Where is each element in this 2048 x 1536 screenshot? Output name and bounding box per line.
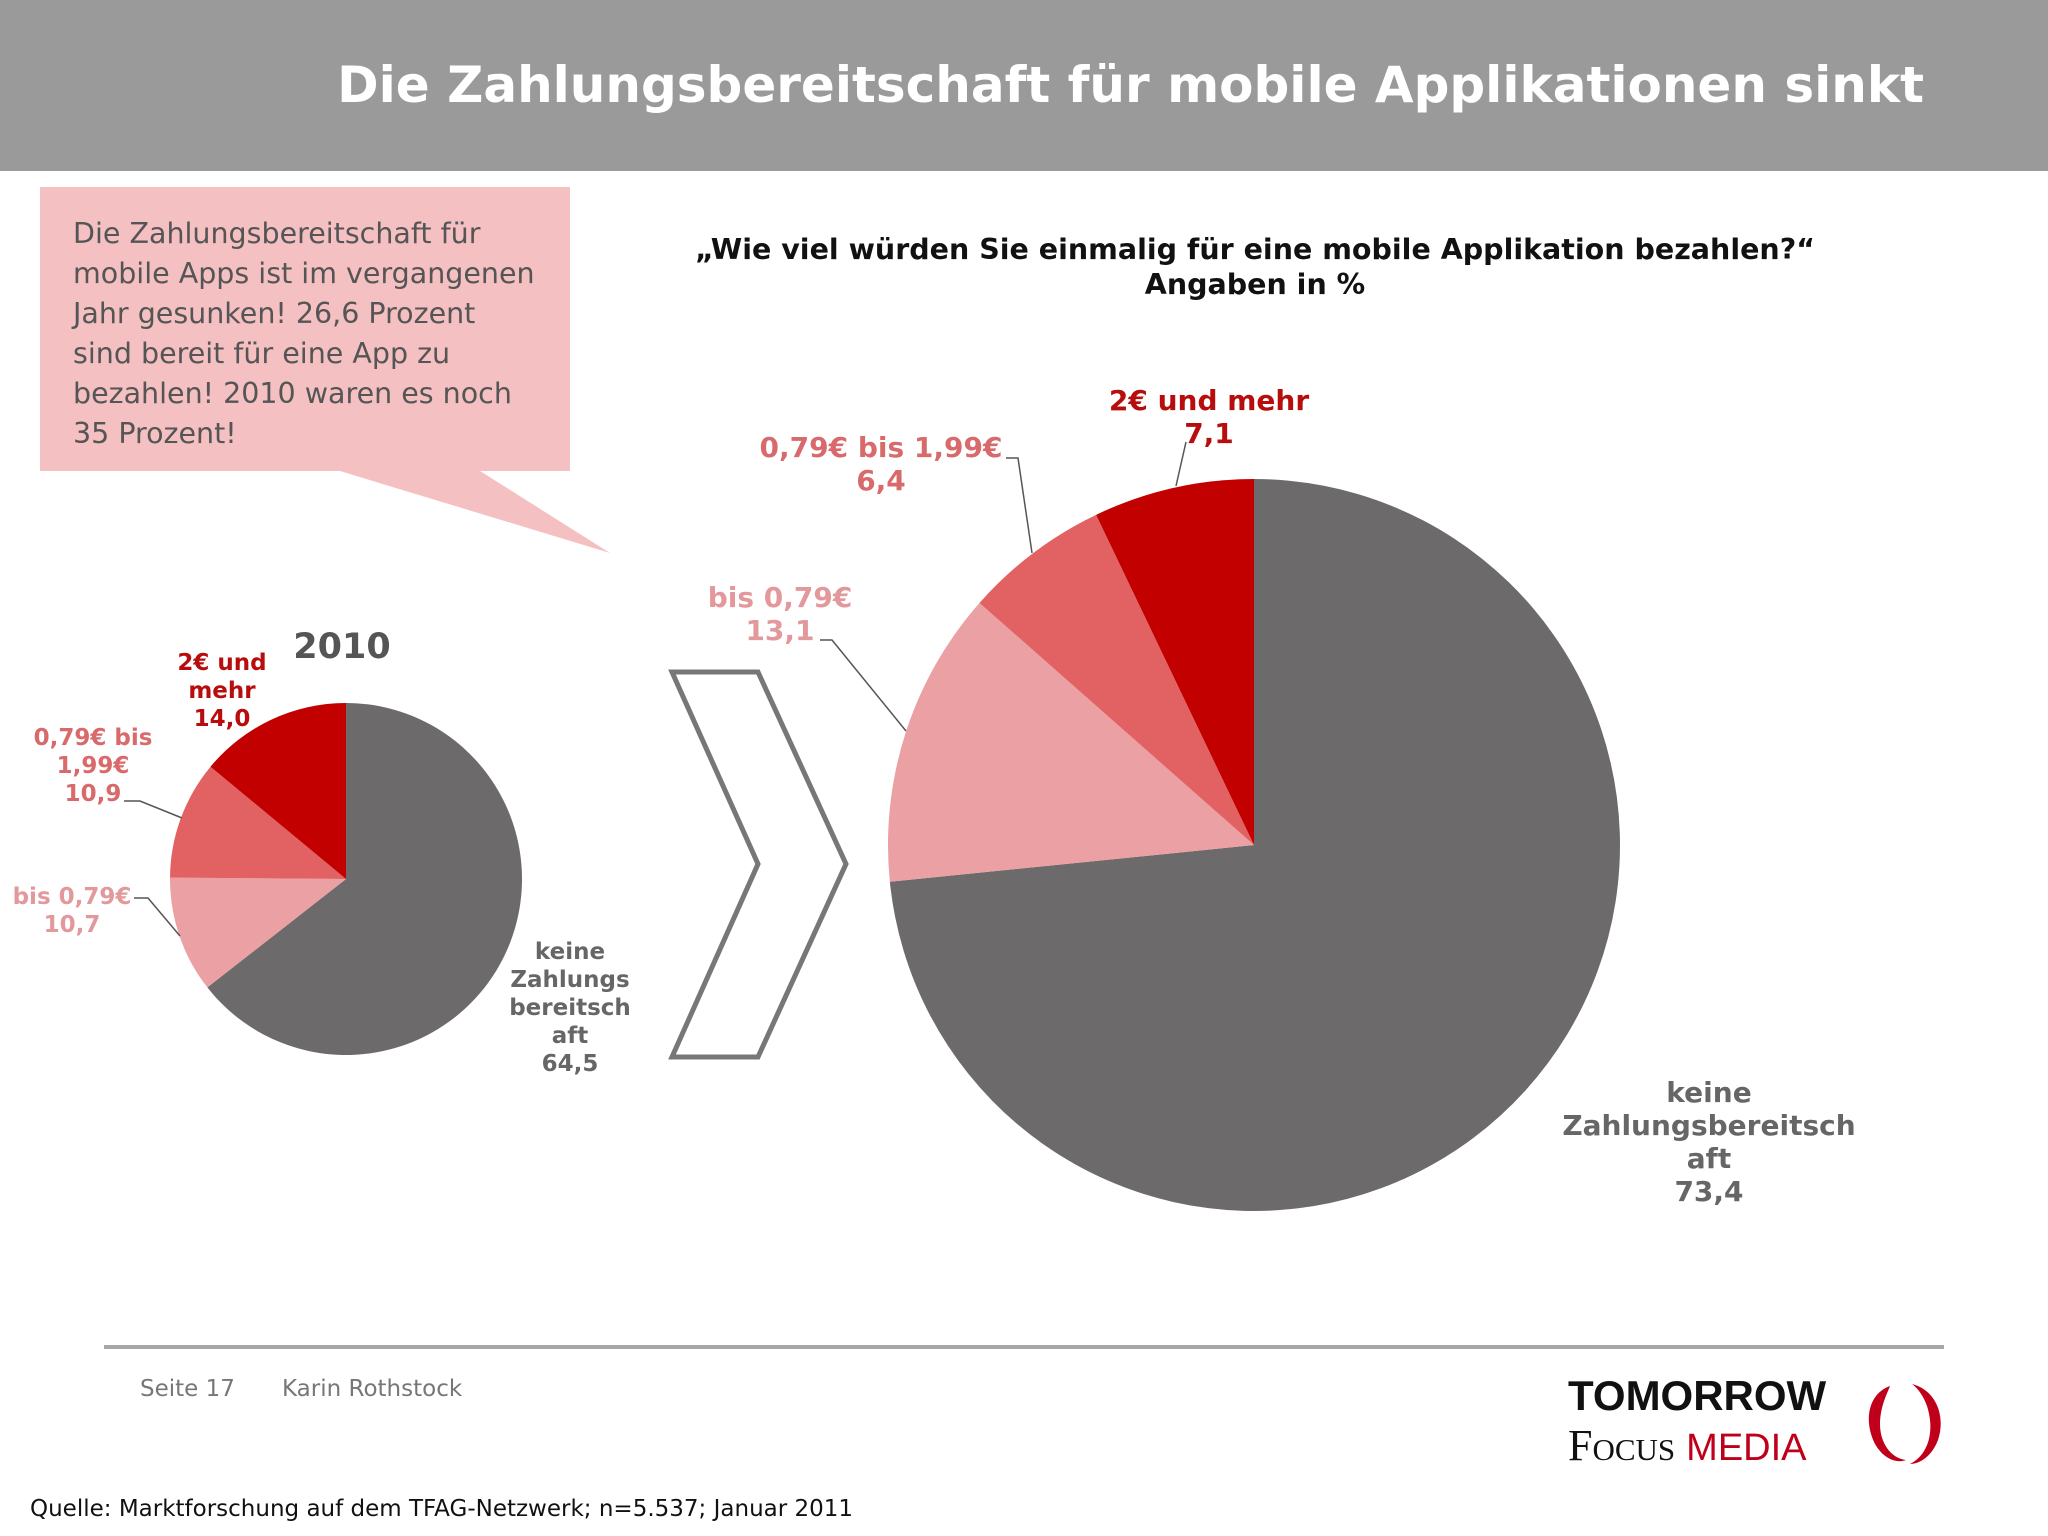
page-number: Seite 17 — [140, 1376, 235, 1402]
slice-category-label: keine — [535, 939, 605, 965]
callout-text: Die Zahlungsbereitschaft für mobile Apps… — [73, 214, 553, 454]
slice-category-label: 1,99€ — [57, 753, 130, 779]
logo-media: MEDIA — [1686, 1427, 1807, 1469]
source-note: Quelle: Marktforschung auf dem TFAG-Netz… — [30, 1496, 854, 1522]
slice-value-label: 10,9 — [65, 781, 122, 807]
slice-category-label: bereitsch — [509, 995, 631, 1021]
pie-2010-title: 2010 — [293, 627, 390, 667]
callout-line: bezahlen! 2010 waren es noch — [73, 377, 512, 410]
pie-slice — [207, 703, 523, 1055]
company-logo: TOMORROW Focus MEDIA — [1568, 1372, 1948, 1472]
page-title: Die Zahlungsbereitschaft für mobile Appl… — [337, 56, 1924, 114]
slice-category-label: 0,79€ bis — [34, 725, 153, 751]
footer-divider — [104, 1345, 1944, 1349]
callout-box — [40, 187, 570, 471]
callout-line: Jahr gesunken! 26,6 Prozent — [73, 297, 476, 330]
pie-slice — [1096, 479, 1254, 845]
slice-category-label: 2€ und — [177, 650, 266, 676]
slice-category-label: mehr — [188, 678, 256, 704]
header-bar: Die Zahlungsbereitschaft für mobile Appl… — [0, 0, 2048, 171]
slice-category-label: Zahlungsbereitsch — [1562, 1109, 1855, 1142]
logo-line2: Focus MEDIA — [1568, 1420, 1807, 1471]
pie-slice — [979, 514, 1254, 845]
question-line: „Wie viel würden Sie einmalig für eine m… — [695, 233, 1815, 266]
slice-value-label: 10,7 — [44, 912, 101, 938]
pie-slice — [210, 703, 346, 879]
slice-value-label: 64,5 — [542, 1051, 599, 1077]
leader-line — [820, 639, 907, 732]
slice-category-label: aft — [1687, 1142, 1731, 1175]
callout-line: sind bereit für eine App zu — [73, 337, 451, 370]
pie-slice — [889, 479, 1621, 1211]
slice-category-label: 0,79€ bis 1,99€ — [760, 431, 1003, 464]
slice-category-label: bis 0,79€ — [13, 884, 132, 910]
leader-line — [134, 897, 181, 937]
logo-focus: Focus — [1568, 1421, 1676, 1470]
leader-line — [1175, 441, 1187, 487]
slice-value-label: 14,0 — [194, 706, 251, 732]
slice-value-label: 6,4 — [856, 464, 906, 497]
pie-slice — [170, 766, 346, 879]
logo-line1: TOMORROW — [1568, 1372, 1827, 1419]
question-unit: Angaben in % — [1144, 268, 1366, 301]
slice-value-label: 73,4 — [1674, 1175, 1743, 1208]
slice-category-label: Zahlungs — [510, 967, 629, 993]
callout-line: Die Zahlungsbereitschaft für — [73, 217, 481, 250]
slice-category-label: aft — [552, 1023, 589, 1049]
pie-slice — [170, 877, 346, 988]
author-name: Karin Rothstock — [282, 1376, 463, 1402]
slice-category-label: bis 0,79€ — [708, 581, 853, 614]
pie-slice — [888, 602, 1254, 882]
callout-line: mobile Apps ist im vergangenen — [73, 257, 535, 290]
slice-value-label: 13,1 — [745, 614, 814, 647]
slice-category-label: 2€ und mehr — [1109, 384, 1309, 417]
logo-swoosh-icon — [1868, 1384, 1941, 1464]
chart-question: „Wie viel würden Sie einmalig für eine m… — [640, 232, 1870, 302]
chevron-arrow-icon — [668, 669, 849, 1060]
leader-line — [124, 800, 183, 819]
leader-line — [1006, 457, 1033, 554]
slice-value-label: 7,1 — [1184, 417, 1234, 450]
slice-category-label: keine — [1666, 1076, 1751, 1109]
callout-line: 35 Prozent! — [73, 417, 237, 450]
